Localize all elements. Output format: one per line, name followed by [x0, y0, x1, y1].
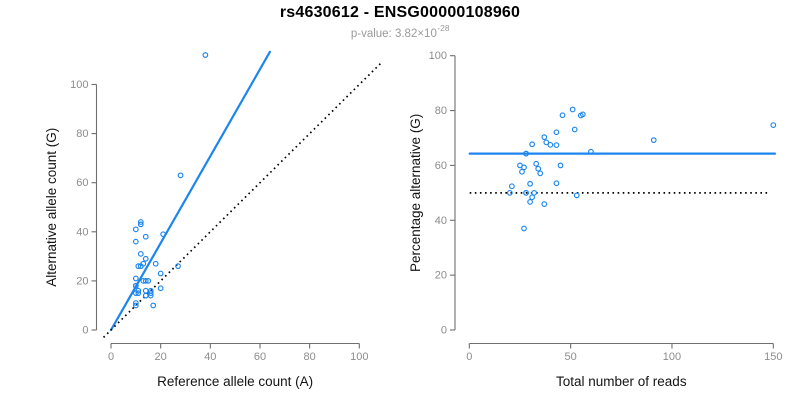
allele-counts-point	[132, 300, 139, 306]
y-tick-label: 80	[76, 128, 88, 140]
allele-counts-point	[142, 287, 149, 294]
percentage-alternative-point	[529, 194, 536, 201]
p-value-exponent: -28	[437, 23, 450, 33]
y-tick-label: 0	[441, 325, 447, 337]
allele-counts-point	[202, 52, 209, 58]
percentage-alternative-point	[557, 162, 564, 169]
y-axis-title: Percentage alternative (G)	[408, 114, 423, 272]
allele-counts-point	[145, 278, 152, 284]
percentage-alternative-point	[523, 150, 529, 157]
plot-subtitle: p-value: 3.82×10-28	[0, 23, 800, 40]
percentage-alternative-point	[529, 141, 536, 148]
allele-counts-point	[142, 292, 149, 299]
allele-counts-point	[147, 290, 154, 297]
percentage-alternative-point	[543, 139, 550, 146]
percentage-alternative-point	[537, 170, 544, 177]
percentage-alternative-point	[770, 122, 777, 128]
percentage-alternative-point	[506, 189, 513, 196]
allele-counts-point	[137, 263, 144, 270]
percentage-alternative-point	[519, 168, 525, 175]
allele-counts-point	[137, 251, 144, 257]
x-tick-label: 50	[565, 351, 577, 363]
x-tick-label: 100	[663, 351, 681, 363]
percentage-alternative-point	[650, 137, 657, 144]
percentage-alternative-point	[508, 183, 515, 190]
percentage-alternative-point	[531, 189, 538, 196]
x-tick-label: 20	[155, 351, 167, 363]
y-tick-label: 20	[435, 270, 447, 282]
percentage-alternative-point	[573, 192, 580, 199]
allele-counts-point	[137, 221, 144, 228]
percentage-alternative-point	[527, 199, 533, 205]
percentage-alternative-point	[533, 160, 540, 167]
p-value-base: 3.82×10	[394, 27, 437, 40]
allele-counts-point	[132, 226, 139, 233]
identity-line	[102, 63, 382, 338]
percentage-alternative-point	[577, 112, 584, 119]
x-tick-label: 100	[350, 351, 368, 363]
y-tick-label: 100	[429, 50, 447, 62]
plot-title: rs4630612 - ENSG00000108960	[279, 4, 521, 21]
percentage-alternative-point	[571, 126, 578, 133]
allele-counts-point	[135, 263, 142, 270]
percentage-alternative-point	[523, 189, 529, 196]
percentage-alternative-point	[553, 129, 560, 136]
percentage-alternative-point	[521, 225, 527, 232]
allele-counts-point	[142, 278, 149, 284]
x-tick-label: 60	[254, 351, 266, 363]
x-tick-label: 0	[466, 351, 472, 363]
y-tick-label: 80	[435, 105, 447, 117]
x-axis-title: Total number of reads	[556, 374, 687, 389]
percentage-alternative-point	[569, 106, 576, 113]
allele-counts-point	[142, 233, 149, 240]
allele-counts-panel: 0 20 40 60 80 100 0 20 40 60 80 100 Reference allele…	[44, 50, 382, 389]
allele-counts-point	[152, 260, 159, 267]
percentage-alternative-point	[588, 148, 594, 155]
percentage-alternative-point	[553, 180, 560, 187]
allele-counts-point	[132, 290, 139, 297]
x-tick-label: 150	[764, 351, 782, 363]
percentage-alternative-panel: 0 20 40 60 80 100 0 50 100 150 Total number of rea…	[408, 50, 782, 389]
allele-counts-point	[132, 275, 139, 282]
percentage-alternative-point	[547, 141, 554, 148]
percentage-alternative-point	[559, 112, 566, 119]
allele-counts-point	[160, 231, 167, 238]
allele-counts-point	[132, 238, 139, 245]
p-value-label: p-value:	[350, 27, 395, 40]
allele-counts-point	[157, 270, 164, 277]
allele-counts-point	[135, 290, 142, 297]
percentage-alternative-point	[517, 162, 523, 169]
y-tick-label: 0	[82, 325, 88, 337]
allele-counts-point	[132, 302, 139, 309]
x-tick-label: 80	[304, 351, 316, 363]
y-tick-label: 60	[435, 160, 447, 172]
allele-counts-point	[150, 302, 157, 309]
y-tick-label: 40	[435, 215, 447, 227]
percentage-alternative-point	[541, 134, 548, 141]
percentage-alternative-point	[541, 201, 548, 207]
y-tick-label: 20	[76, 275, 88, 287]
x-tick-label: 0	[108, 351, 114, 363]
percentage-alternative-point	[527, 180, 533, 187]
x-axis-title: Reference allele count (A)	[157, 374, 313, 389]
allele-counts-point	[175, 263, 181, 270]
allele-counts-point	[157, 285, 164, 292]
percentage-alternative-point	[553, 142, 560, 148]
y-tick-label: 40	[76, 226, 88, 238]
y-tick-label: 100	[70, 79, 88, 91]
y-axis-title: Alternative allele count (G)	[44, 128, 59, 287]
percentage-alternative-point	[535, 165, 542, 172]
x-tick-label: 40	[204, 351, 216, 363]
y-tick-label: 60	[76, 177, 88, 189]
allele-counts-point	[142, 255, 149, 262]
allele-counts-point	[132, 282, 139, 289]
allele-counts-point	[137, 219, 144, 225]
allele-counts-point	[177, 172, 184, 179]
